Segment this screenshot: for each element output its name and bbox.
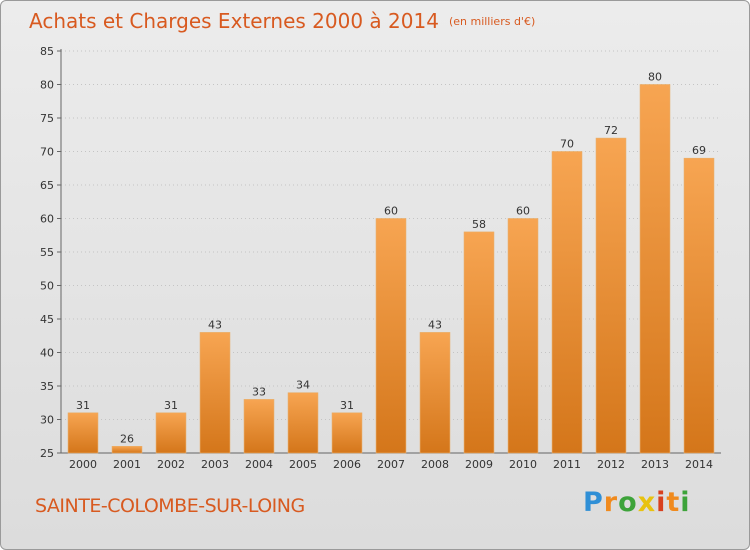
y-tick-label: 25 xyxy=(40,447,54,460)
data-label: 31 xyxy=(164,399,178,412)
x-tick-label: 2011 xyxy=(553,458,581,471)
data-labels: 31 2000 26 2001 31 2002 43 2003 33 2004 34 2005 31 20… xyxy=(69,71,713,472)
chart-title: Achats et Charges Externes 2000 à 2014 xyxy=(29,9,439,33)
x-tick-label: 2004 xyxy=(245,458,273,471)
y-tick-label: 80 xyxy=(40,79,54,92)
bar xyxy=(639,84,671,454)
proxiti-logo: Proxiti xyxy=(583,487,691,518)
bar xyxy=(463,231,495,454)
x-tick-label: 2014 xyxy=(685,458,713,471)
y-tick-label: 65 xyxy=(40,179,54,192)
logo-letter: x xyxy=(637,487,657,518)
y-tick-label: 35 xyxy=(40,380,54,393)
bar xyxy=(683,157,715,454)
x-tick-label: 2012 xyxy=(597,458,625,471)
commune-name: SAINTE-COLOMBE-SUR-LOING xyxy=(35,495,305,517)
bar xyxy=(419,332,451,454)
bar xyxy=(67,412,99,454)
data-label: 72 xyxy=(604,124,618,137)
data-label: 69 xyxy=(692,144,706,157)
title-row: Achats et Charges Externes 2000 à 2014 (e… xyxy=(29,9,535,33)
x-tick-label: 2000 xyxy=(69,458,97,471)
bar xyxy=(199,332,231,454)
data-label: 43 xyxy=(208,318,222,331)
data-label: 34 xyxy=(296,379,310,392)
data-label: 60 xyxy=(384,205,398,218)
y-tick-label: 45 xyxy=(40,313,54,326)
data-label: 26 xyxy=(120,432,134,445)
data-label: 31 xyxy=(76,399,90,412)
x-tick-label: 2010 xyxy=(509,458,537,471)
data-label: 58 xyxy=(472,218,486,231)
bar xyxy=(111,445,143,454)
bar xyxy=(155,412,187,454)
x-tick-label: 2013 xyxy=(641,458,669,471)
bar xyxy=(595,137,627,454)
x-tick-label: 2001 xyxy=(113,458,141,471)
bar xyxy=(287,392,319,454)
x-tick-label: 2002 xyxy=(157,458,185,471)
bar xyxy=(507,218,539,454)
bar xyxy=(243,399,275,454)
bar xyxy=(331,412,363,454)
bar xyxy=(551,151,583,454)
bars xyxy=(67,84,715,454)
bar xyxy=(375,218,407,454)
data-label: 60 xyxy=(516,205,530,218)
logo-letter: i xyxy=(680,487,691,518)
y-tick-label: 75 xyxy=(40,112,54,125)
x-tick-label: 2006 xyxy=(333,458,361,471)
y-tick-label: 50 xyxy=(40,280,54,293)
logo-letter: t xyxy=(666,487,681,518)
logo-letter: o xyxy=(618,487,638,518)
logo-letter: P xyxy=(583,487,604,518)
data-label: 70 xyxy=(560,138,574,151)
data-label: 33 xyxy=(252,385,266,398)
x-tick-label: 2008 xyxy=(421,458,449,471)
data-label: 31 xyxy=(340,399,354,412)
x-tick-label: 2009 xyxy=(465,458,493,471)
x-tick-label: 2003 xyxy=(201,458,229,471)
logo-letter: i xyxy=(656,487,667,518)
chart-subtitle: (en milliers d'€) xyxy=(448,15,536,28)
data-label: 43 xyxy=(428,318,442,331)
x-tick-label: 2005 xyxy=(289,458,317,471)
data-label: 80 xyxy=(648,71,662,84)
logo-letter: r xyxy=(603,487,619,518)
y-tick-label: 55 xyxy=(40,246,54,259)
y-tick-label: 40 xyxy=(40,347,54,360)
y-tick-label: 30 xyxy=(40,414,54,427)
y-tick-label: 60 xyxy=(40,213,54,226)
y-tick-label: 85 xyxy=(40,45,54,58)
y-tick-label: 70 xyxy=(40,146,54,159)
x-tick-label: 2007 xyxy=(377,458,405,471)
